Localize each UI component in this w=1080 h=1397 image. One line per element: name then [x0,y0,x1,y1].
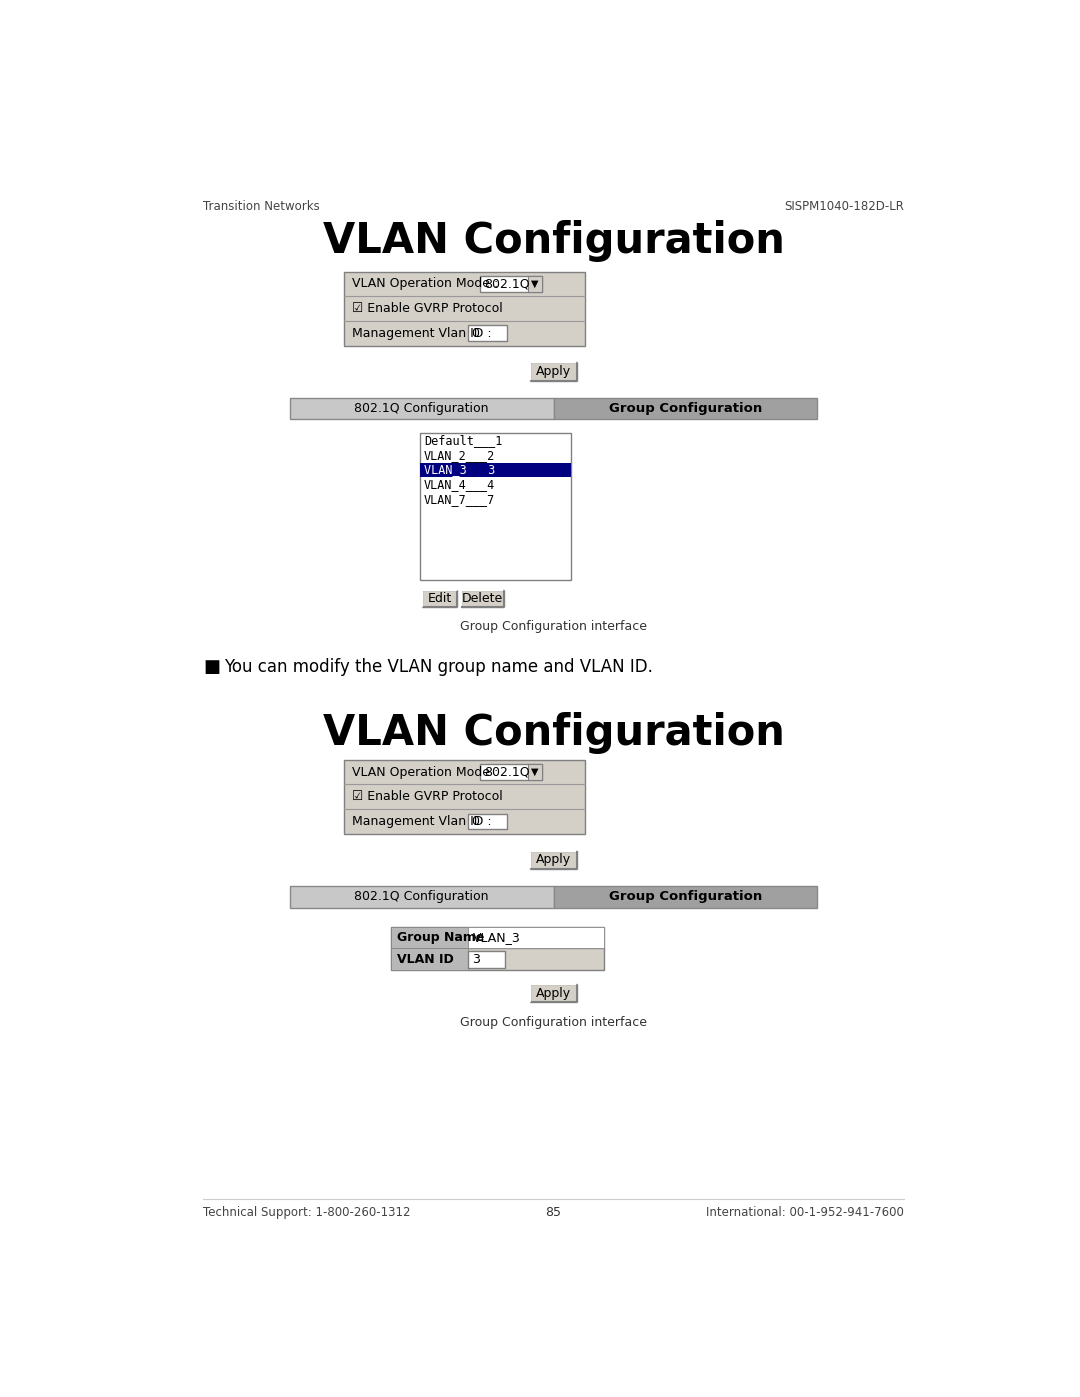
Text: VLAN_7___7: VLAN_7___7 [424,493,496,506]
Text: Delete: Delete [461,592,503,605]
Bar [554,886,816,908]
Text: Group Configuration: Group Configuration [609,890,761,904]
Bar [469,951,505,968]
Bar [345,760,584,834]
Bar [391,949,604,970]
Text: Management Vlan ID :: Management Vlan ID : [352,814,491,828]
Bar [528,277,542,292]
Text: Edit: Edit [428,592,451,605]
Text: ☑ Enable GVRP Protocol: ☑ Enable GVRP Protocol [352,302,503,316]
Bar [391,926,469,949]
Bar [291,886,554,908]
Text: VLAN Configuration: VLAN Configuration [323,712,784,754]
Text: VLAN_4___4: VLAN_4___4 [424,478,496,490]
Bar [530,362,577,381]
Bar [469,926,604,949]
Bar [422,591,458,608]
Text: Apply: Apply [536,854,571,866]
Text: 802.1Q Configuration: 802.1Q Configuration [354,402,489,415]
Bar [420,433,571,580]
Bar [460,591,504,608]
Text: Technical Support: 1-800-260-1312: Technical Support: 1-800-260-1312 [203,1206,410,1218]
Text: Group Name: Group Name [397,932,484,944]
Text: 802.1Q Configuration: 802.1Q Configuration [354,890,489,904]
Bar [391,926,604,949]
Text: ▼: ▼ [531,279,539,289]
Bar [530,851,577,869]
Bar [469,813,507,828]
Text: VLAN Configuration: VLAN Configuration [323,219,784,263]
Text: Management Vlan ID :: Management Vlan ID : [352,327,491,339]
Text: You can modify the VLAN group name and VLAN ID.: You can modify the VLAN group name and V… [225,658,653,676]
Text: Apply: Apply [536,986,571,1000]
Text: 802.1Q: 802.1Q [484,766,529,778]
Text: Group Configuration interface: Group Configuration interface [460,1016,647,1030]
Text: ■: ■ [203,658,220,676]
Text: 0: 0 [471,814,480,828]
Text: 85: 85 [545,1206,562,1218]
Bar [480,764,542,780]
Bar [554,398,816,419]
Text: Transition Networks: Transition Networks [203,200,320,212]
Text: VLAN ID: VLAN ID [397,953,454,965]
Text: VLAN Operation Mode :: VLAN Operation Mode : [352,766,498,778]
Text: Apply: Apply [536,365,571,379]
Bar [469,326,507,341]
Text: 802.1Q: 802.1Q [484,278,529,291]
Text: ▼: ▼ [531,767,539,777]
Text: Default___1: Default___1 [424,434,502,447]
Bar [345,271,584,345]
Text: 0: 0 [471,327,480,339]
Text: VLAN_2___2: VLAN_2___2 [424,448,496,462]
Bar [420,462,571,478]
Text: ☑ Enable GVRP Protocol: ☑ Enable GVRP Protocol [352,791,503,803]
Text: International: 00-1-952-941-7600: International: 00-1-952-941-7600 [706,1206,904,1218]
Bar [291,398,554,419]
Text: VLAN Operation Mode :: VLAN Operation Mode : [352,278,498,291]
Text: VLAN_3   3: VLAN_3 3 [424,464,496,476]
Bar [391,949,469,970]
Text: Group Configuration interface: Group Configuration interface [460,620,647,633]
Bar [480,277,542,292]
Bar [530,983,577,1002]
Text: VLAN_3: VLAN_3 [473,932,521,944]
Bar [528,764,542,780]
Text: SISPM1040-182D-LR: SISPM1040-182D-LR [784,200,904,212]
Text: 3: 3 [472,953,480,965]
Text: Group Configuration: Group Configuration [609,402,761,415]
